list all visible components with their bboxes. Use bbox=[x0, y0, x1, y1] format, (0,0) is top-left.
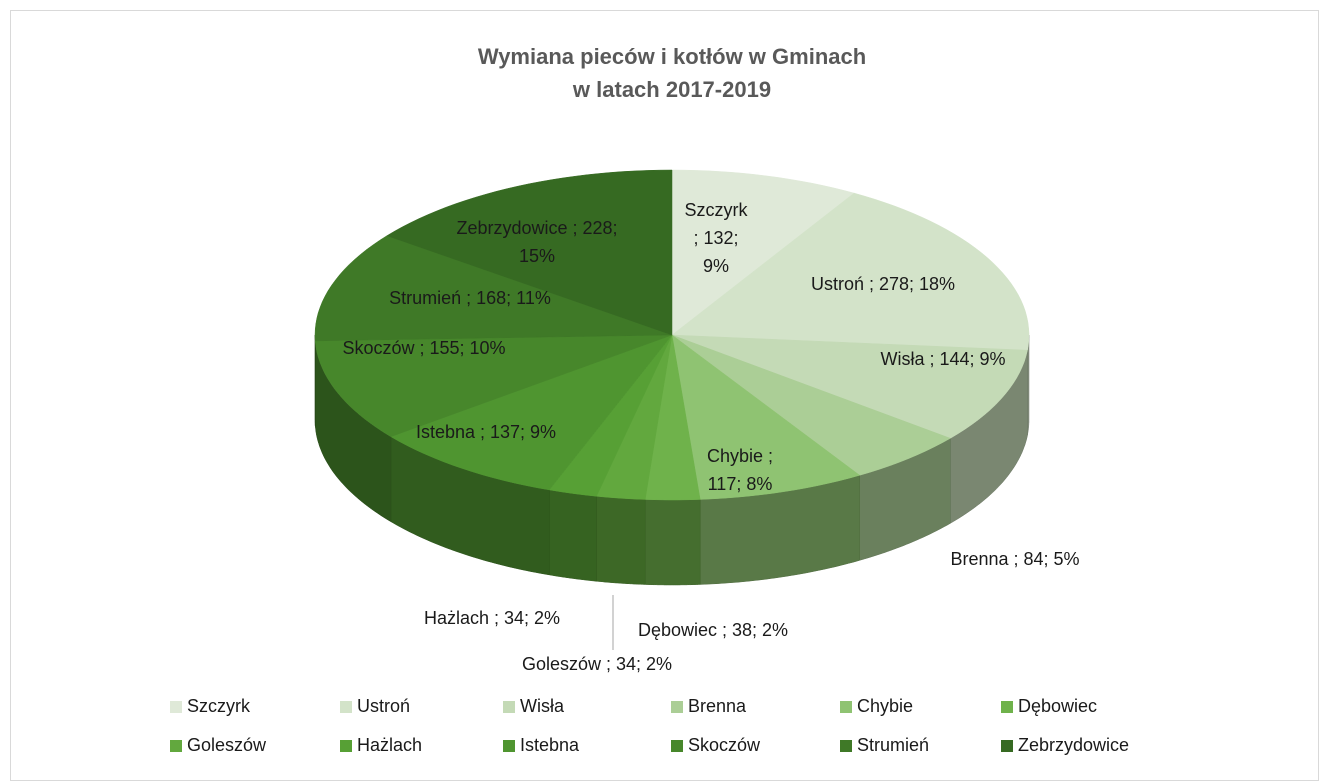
data-label: Wisła ; 144; 9% bbox=[880, 349, 1006, 369]
legend-swatch bbox=[340, 700, 352, 713]
slice bbox=[671, 192, 1030, 351]
slice bbox=[671, 334, 951, 476]
legend-item: Ustroń bbox=[340, 696, 410, 717]
legend-label: Ustroń bbox=[357, 696, 411, 716]
legend-item: Hażlach bbox=[340, 735, 422, 756]
slice bbox=[314, 334, 673, 437]
legend-item: Istebna bbox=[503, 735, 579, 756]
slice bbox=[314, 235, 673, 342]
legend-label: Istebna bbox=[520, 735, 580, 755]
legend-swatch bbox=[671, 739, 683, 752]
legend-swatch bbox=[840, 700, 852, 713]
legend-label: Brenna bbox=[688, 696, 747, 716]
legend-item: Szczyrk bbox=[170, 696, 250, 717]
data-label: Ustroń ; 278; 18% bbox=[810, 274, 956, 294]
legend-item: Strumień bbox=[840, 735, 929, 756]
data-label: Skoczów ; 155; 10% bbox=[342, 338, 506, 358]
data-label: Strumień ; 168; 11% bbox=[389, 288, 551, 308]
data-label: Zebrzydowice ; 228; 15% bbox=[456, 218, 618, 266]
legend-swatch bbox=[503, 700, 515, 713]
slice-side bbox=[596, 496, 646, 585]
legend-label: Dębowiec bbox=[1018, 696, 1098, 716]
legend-label: Goleszów bbox=[187, 735, 267, 755]
legend-label: Skoczów bbox=[688, 735, 761, 755]
legend-label: Hażlach bbox=[357, 735, 423, 755]
legend-item: Wisła bbox=[503, 696, 564, 717]
data-label: Hażlach ; 34; 2% bbox=[423, 608, 561, 628]
legend-item: Goleszów bbox=[170, 735, 266, 756]
legend-swatch bbox=[170, 700, 182, 713]
legend-item: Brenna bbox=[671, 696, 746, 717]
slice bbox=[671, 334, 861, 500]
data-label: Brenna ; 84; 5% bbox=[950, 549, 1080, 569]
legend-swatch bbox=[340, 739, 352, 752]
legend-swatch bbox=[1001, 700, 1013, 713]
data-label: Istebna ; 137; 9% bbox=[415, 422, 557, 442]
legend-item: Zebrzydowice bbox=[1001, 735, 1129, 756]
legend-label: Szczyrk bbox=[187, 696, 250, 716]
legend-label: Strumień bbox=[857, 735, 930, 755]
data-label: Dębowiec ; 38; 2% bbox=[637, 620, 789, 640]
slice bbox=[390, 334, 673, 491]
slice bbox=[671, 334, 1028, 439]
data-label: Goleszów ; 34; 2% bbox=[521, 654, 673, 674]
slice-side bbox=[549, 489, 597, 582]
legend-swatch bbox=[170, 739, 182, 752]
data-label: Szczyrk ; 132; 9% bbox=[684, 200, 748, 276]
legend-label: Wisła bbox=[520, 696, 564, 716]
legend-swatch bbox=[1001, 739, 1013, 752]
legend-swatch bbox=[671, 700, 683, 713]
legend-item: Dębowiec bbox=[1001, 696, 1097, 717]
legend-item: Skoczów bbox=[671, 735, 760, 756]
slice bbox=[386, 169, 673, 336]
slice-side bbox=[644, 499, 701, 586]
legend-label: Chybie bbox=[857, 696, 914, 716]
chart-title: Wymiana pieców i kotłów w Gminach w lata… bbox=[477, 44, 867, 102]
legend-swatch bbox=[840, 739, 852, 752]
legend-label: Zebrzydowice bbox=[1018, 735, 1130, 755]
slice bbox=[671, 169, 855, 336]
slice bbox=[644, 334, 701, 501]
legend-item: Chybie bbox=[840, 696, 913, 717]
data-label: Chybie ; 117; 8% bbox=[706, 446, 774, 494]
legend-swatch bbox=[503, 739, 515, 752]
